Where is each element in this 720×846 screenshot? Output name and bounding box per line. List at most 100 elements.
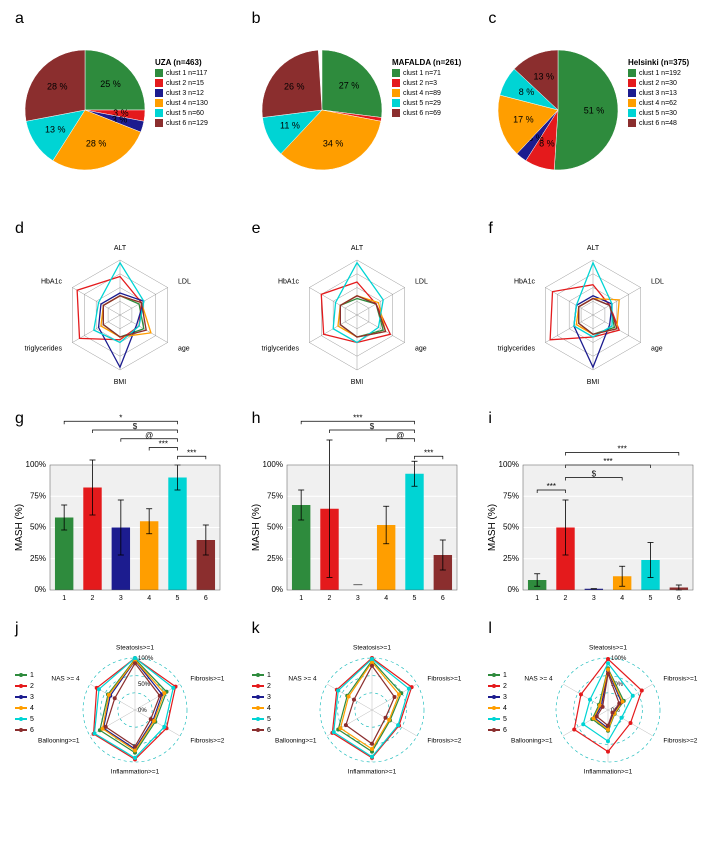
svg-text:NAS >= 4: NAS >= 4 xyxy=(288,676,317,683)
svg-text:***: *** xyxy=(159,440,168,449)
svg-text:—: — xyxy=(353,579,362,589)
svg-text:clust 2 n=30: clust 2 n=30 xyxy=(639,80,677,87)
svg-text:3: 3 xyxy=(119,595,123,602)
panel-l: l Steatosis>=1Fibrosis>=1Fibrosis>=2Infl… xyxy=(483,620,710,800)
svg-text:clust 4 n=62: clust 4 n=62 xyxy=(639,100,677,107)
svg-text:Fibrosis>=1: Fibrosis>=1 xyxy=(664,676,698,683)
svg-text:clust 4 n=89: clust 4 n=89 xyxy=(403,90,441,97)
svg-text:clust 1 n=192: clust 1 n=192 xyxy=(639,70,681,77)
svg-text:age: age xyxy=(415,345,427,352)
svg-text:1: 1 xyxy=(299,595,303,602)
svg-text:clust 1 n=71: clust 1 n=71 xyxy=(403,70,441,77)
panel-label-a: a xyxy=(15,10,24,28)
svg-text:Fibrosis>=2: Fibrosis>=2 xyxy=(190,738,224,745)
svg-text:Fibrosis>=1: Fibrosis>=1 xyxy=(190,676,224,683)
panel-label-l: l xyxy=(488,620,492,638)
svg-text:***: *** xyxy=(604,457,613,466)
svg-text:***: *** xyxy=(618,445,627,454)
svg-text:***: *** xyxy=(424,448,433,457)
svg-text:25%: 25% xyxy=(503,554,519,563)
svg-text:Inflammation>=1: Inflammation>=1 xyxy=(584,769,633,776)
svg-text:1: 1 xyxy=(62,595,66,602)
svg-text:27 %: 27 % xyxy=(338,81,359,91)
svg-text:ALT: ALT xyxy=(587,245,600,252)
panel-label-b: b xyxy=(252,10,261,28)
panel-label-e: e xyxy=(252,220,261,238)
svg-text:BMI: BMI xyxy=(114,379,127,386)
svg-text:2: 2 xyxy=(267,683,271,690)
svg-text:5: 5 xyxy=(30,716,34,723)
svg-text:4: 4 xyxy=(267,705,271,712)
svg-text:4: 4 xyxy=(384,595,388,602)
svg-text:clust 2 n=15: clust 2 n=15 xyxy=(166,80,204,87)
svg-text:28 %: 28 % xyxy=(47,81,68,91)
pie-b-container: 27 %34 %11 %26 %MAFALDA (n=261)clust 1 n… xyxy=(247,10,474,210)
svg-text:clust 6 n=48: clust 6 n=48 xyxy=(639,120,677,127)
svg-text:13 %: 13 % xyxy=(45,125,66,135)
panel-label-i: i xyxy=(488,410,492,428)
svg-text:2: 2 xyxy=(327,595,331,602)
svg-text:2: 2 xyxy=(503,683,507,690)
panel-g: g 0%25%50%75%100%MASH (%)123456*$@****** xyxy=(10,410,237,610)
svg-text:clust 5 n=30: clust 5 n=30 xyxy=(639,110,677,117)
panel-k: k Steatosis>=1Fibrosis>=1Fibrosis>=2Infl… xyxy=(247,620,474,800)
svg-text:75%: 75% xyxy=(267,491,283,500)
svg-text:75%: 75% xyxy=(30,491,46,500)
svg-text:50%: 50% xyxy=(503,523,519,532)
svg-text:BMI: BMI xyxy=(350,379,363,386)
svg-text:***: *** xyxy=(353,413,362,422)
svg-text:LDL: LDL xyxy=(178,278,191,285)
svg-text:clust 4 n=130: clust 4 n=130 xyxy=(166,100,208,107)
svg-text:Ballooning>=1: Ballooning>=1 xyxy=(38,738,80,745)
radar-f-container: ALTLDLageBMItriglyceridesHbA1c xyxy=(483,220,710,400)
svg-text:MASH (%): MASH (%) xyxy=(487,504,498,551)
panel-label-f: f xyxy=(488,220,492,238)
pie-a-container: 25 %3 %3 %28 %13 %28 %UZA (n=463)clust 1… xyxy=(10,10,237,210)
panel-e: e ALTLDLageBMItriglyceridesHbA1c xyxy=(247,220,474,400)
svg-text:clust 6 n=129: clust 6 n=129 xyxy=(166,120,208,127)
panel-j: j Steatosis>=1Fibrosis>=1Fibrosis>=2Infl… xyxy=(10,620,237,800)
svg-text:*: * xyxy=(119,413,122,422)
svg-text:4: 4 xyxy=(621,595,625,602)
svg-text:5: 5 xyxy=(649,595,653,602)
panel-c: c 51 %8 %3 %17 %8 %13 %Helsinki (n=375)c… xyxy=(483,10,710,210)
panel-label-g: g xyxy=(15,410,24,428)
svg-text:0%: 0% xyxy=(34,585,46,594)
panel-f: f ALTLDLageBMItriglyceridesHbA1c xyxy=(483,220,710,400)
svg-text:3: 3 xyxy=(592,595,596,602)
svg-text:3: 3 xyxy=(356,595,360,602)
svg-text:clust 3 n=13: clust 3 n=13 xyxy=(639,90,677,97)
svg-text:1: 1 xyxy=(267,672,271,679)
panel-label-j: j xyxy=(15,620,19,638)
svg-text:UZA (n=463): UZA (n=463) xyxy=(155,58,202,67)
svg-text:8 %: 8 % xyxy=(519,87,535,97)
svg-text:3: 3 xyxy=(267,694,271,701)
svg-text:clust 5 n=29: clust 5 n=29 xyxy=(403,100,441,107)
svg-text:LDL: LDL xyxy=(651,278,664,285)
svg-text:Fibrosis>=1: Fibrosis>=1 xyxy=(427,676,461,683)
svg-text:75%: 75% xyxy=(503,491,519,500)
svg-text:Ballooning>=1: Ballooning>=1 xyxy=(275,738,317,745)
panel-label-d: d xyxy=(15,220,24,238)
svg-text:5: 5 xyxy=(267,716,271,723)
svg-text:clust 1 n=117: clust 1 n=117 xyxy=(166,70,207,77)
svg-text:ALT: ALT xyxy=(350,245,363,252)
svg-text:100%: 100% xyxy=(262,460,282,469)
svg-text:Steatosis>=1: Steatosis>=1 xyxy=(116,645,154,652)
svg-text:age: age xyxy=(178,345,190,352)
svg-text:5: 5 xyxy=(412,595,416,602)
svg-text:25%: 25% xyxy=(267,554,283,563)
svg-text:2: 2 xyxy=(91,595,95,602)
panel-label-h: h xyxy=(252,410,261,428)
svg-text:HbA1c: HbA1c xyxy=(278,278,300,285)
svg-text:4: 4 xyxy=(147,595,151,602)
svg-text:MASH (%): MASH (%) xyxy=(251,504,262,551)
svg-text:@: @ xyxy=(145,431,153,440)
svg-text:NAS >= 4: NAS >= 4 xyxy=(525,676,554,683)
svg-text:50%: 50% xyxy=(138,682,151,688)
svg-text:100%: 100% xyxy=(26,460,46,469)
radar-d-container: ALTLDLageBMItriglyceridesHbA1c xyxy=(10,220,237,400)
figure-grid: a 25 %3 %3 %28 %13 %28 %UZA (n=463)clust… xyxy=(10,10,710,800)
svg-text:25 %: 25 % xyxy=(100,79,121,89)
svg-text:clust 6 n=69: clust 6 n=69 xyxy=(403,110,441,117)
